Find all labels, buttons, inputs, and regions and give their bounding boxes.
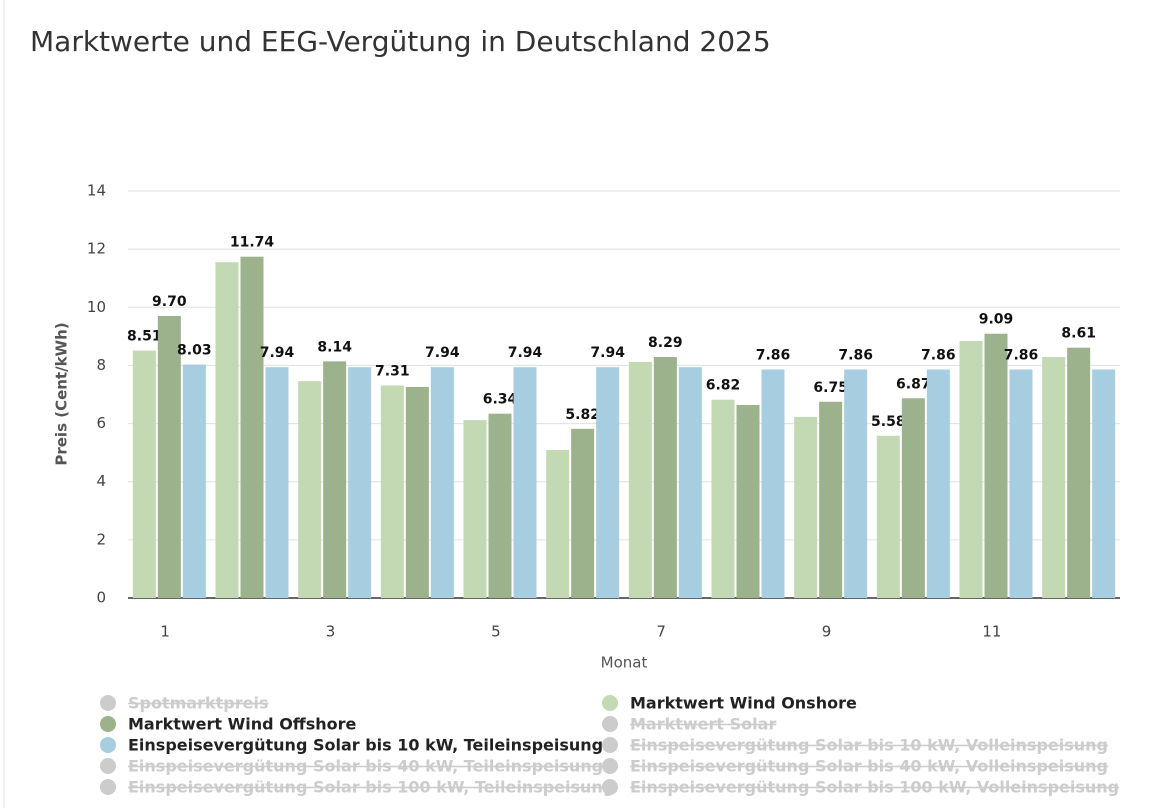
data-label: 7.94 xyxy=(425,345,460,361)
data-label: 8.61 xyxy=(1061,326,1096,342)
legend-label[interactable]: Marktwert Solar xyxy=(630,715,776,734)
bar xyxy=(182,364,206,598)
y-tick-label: 4 xyxy=(96,472,106,490)
y-tick-label: 0 xyxy=(96,589,106,607)
bar xyxy=(157,316,181,598)
bar xyxy=(596,367,620,598)
bar xyxy=(959,341,983,598)
y-tick-label: 8 xyxy=(96,356,106,374)
bar xyxy=(513,367,537,598)
bar xyxy=(215,262,239,598)
legend-label[interactable]: Einspeisevergütung Solar bis 40 kW, Teil… xyxy=(128,757,603,776)
legend-label[interactable]: Einspeisevergütung Solar bis 10 kW, Teil… xyxy=(128,736,603,755)
legend-label[interactable]: Einspeisevergütung Solar bis 10 kW, Voll… xyxy=(630,736,1108,755)
legend-label[interactable]: Marktwert Wind Onshore xyxy=(630,694,857,713)
x-tick-label: 5 xyxy=(491,623,501,641)
x-tick-label: 7 xyxy=(656,623,666,641)
legend-marker xyxy=(602,758,618,774)
data-label: 8.03 xyxy=(177,343,212,359)
chart-title: Marktwerte und EEG-Vergütung in Deutschl… xyxy=(30,25,771,58)
bar xyxy=(794,416,818,598)
legend-marker xyxy=(100,737,116,753)
legend-marker xyxy=(100,716,116,732)
data-label: 9.09 xyxy=(979,312,1014,328)
x-axis-title: Monat xyxy=(601,654,648,672)
bar xyxy=(819,401,843,598)
data-label: 7.86 xyxy=(1004,347,1039,363)
bar xyxy=(571,428,595,598)
data-label: 6.75 xyxy=(813,380,848,396)
x-tick-label: 9 xyxy=(822,623,832,641)
bar xyxy=(488,413,512,598)
data-label: 7.94 xyxy=(590,345,625,361)
bar xyxy=(240,256,264,598)
data-label: 8.29 xyxy=(648,335,683,351)
data-label: 7.94 xyxy=(260,345,295,361)
data-label: 6.34 xyxy=(483,392,518,408)
bar xyxy=(265,367,289,598)
bar xyxy=(1092,369,1116,598)
bar xyxy=(711,399,735,598)
legend-marker xyxy=(100,779,116,795)
legend-label[interactable]: Marktwert Wind Offshore xyxy=(128,715,357,734)
bar xyxy=(1042,356,1066,598)
legend-label[interactable]: Einspeisevergütung Solar bis 100 kW, Tei… xyxy=(128,778,614,797)
bar xyxy=(132,350,156,598)
x-tick-label: 11 xyxy=(982,623,1001,641)
legend-marker xyxy=(100,758,116,774)
bar xyxy=(546,450,570,598)
data-label: 6.87 xyxy=(896,376,931,392)
data-label: 5.58 xyxy=(871,414,906,430)
data-label: 7.94 xyxy=(508,345,543,361)
y-tick-label: 14 xyxy=(87,182,106,200)
legend-label[interactable]: Einspeisevergütung Solar bis 100 kW, Vol… xyxy=(630,778,1119,797)
y-tick-label: 10 xyxy=(87,298,106,316)
bar xyxy=(761,369,785,598)
legend-marker xyxy=(100,695,116,711)
legend-marker xyxy=(602,716,618,732)
legend-label[interactable]: Einspeisevergütung Solar bis 40 kW, Voll… xyxy=(630,757,1108,776)
bar xyxy=(1009,369,1033,598)
bar xyxy=(736,404,760,598)
bar xyxy=(430,367,454,598)
bar xyxy=(323,361,347,598)
bar xyxy=(984,333,1008,598)
data-label: 7.86 xyxy=(756,347,791,363)
bar xyxy=(844,369,868,598)
y-tick-label: 12 xyxy=(87,240,106,258)
legend-marker xyxy=(602,779,618,795)
bar xyxy=(463,420,487,598)
data-label: 5.82 xyxy=(565,407,600,423)
data-label: 11.74 xyxy=(230,235,275,251)
bar xyxy=(298,381,322,598)
y-axis-title: Preis (Cent/kWh) xyxy=(53,322,71,465)
data-label: 7.86 xyxy=(921,347,956,363)
bar xyxy=(678,367,702,598)
x-tick-label: 3 xyxy=(326,623,336,641)
data-label: 9.70 xyxy=(152,294,187,310)
bar xyxy=(348,367,372,598)
data-label: 8.14 xyxy=(317,339,352,355)
y-tick-label: 6 xyxy=(96,414,106,432)
bar xyxy=(901,398,925,598)
bar xyxy=(405,386,429,598)
legend-marker xyxy=(602,695,618,711)
data-label: 8.51 xyxy=(127,329,162,345)
x-tick-label: 1 xyxy=(160,623,170,641)
bar xyxy=(926,369,950,598)
legend-label[interactable]: Spotmarktpreis xyxy=(128,694,268,713)
data-label: 7.86 xyxy=(838,347,873,363)
bar xyxy=(1067,347,1091,598)
data-label: 6.82 xyxy=(706,378,741,394)
data-label: 7.31 xyxy=(375,363,410,379)
bar xyxy=(628,361,652,598)
y-tick-label: 2 xyxy=(96,530,106,548)
bar xyxy=(876,435,900,598)
bar xyxy=(380,385,404,598)
bar xyxy=(653,356,677,598)
legend-marker xyxy=(602,737,618,753)
